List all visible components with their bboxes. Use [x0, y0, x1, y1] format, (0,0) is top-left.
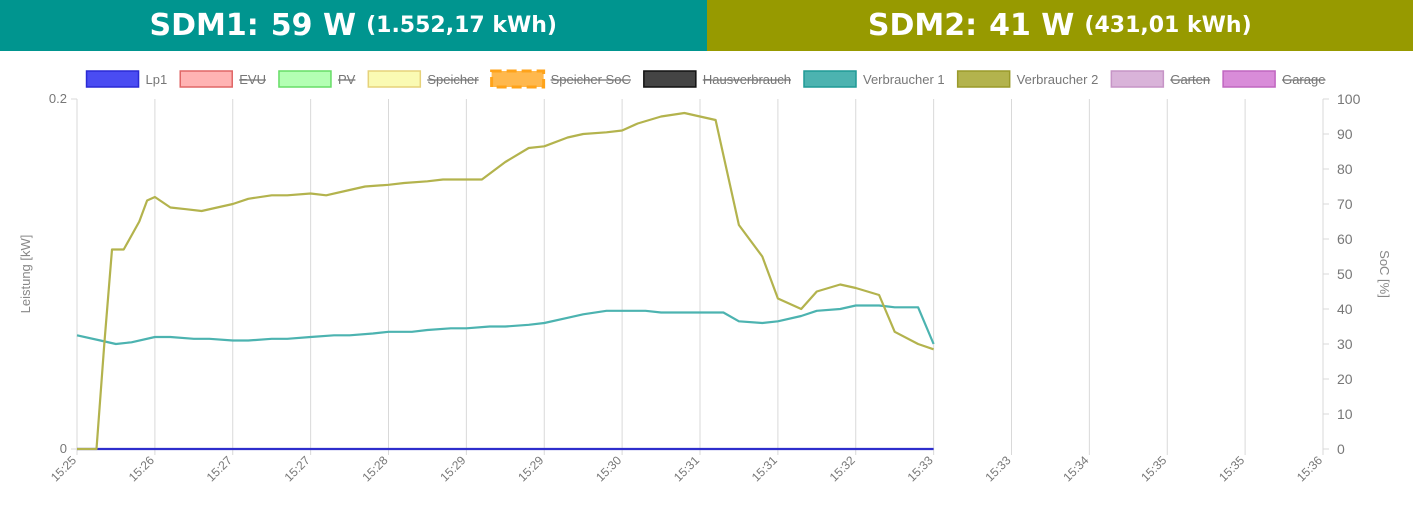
legend-swatch-garten: [1110, 70, 1165, 88]
sdm1-energy: (1.552,17 kWh): [366, 13, 557, 38]
x-tick-label: 15:27: [204, 453, 235, 484]
x-tick-label: 15:35: [1216, 453, 1247, 484]
x-tick-label: 15:31: [671, 453, 702, 484]
sdm2-power: 41 W: [989, 8, 1075, 43]
y2-tick-label: 60: [1337, 231, 1353, 247]
legend-swatch-garage: [1222, 70, 1276, 88]
y2-tick-label: 50: [1337, 266, 1353, 282]
legend-item-garage[interactable]: Garage: [1222, 70, 1326, 88]
x-tick-label: 15:29: [437, 453, 468, 484]
y2-tick-label: 80: [1337, 161, 1353, 177]
x-tick-label: 15:28: [359, 453, 390, 484]
x-tick-label: 15:32: [827, 453, 858, 484]
sdm1-name: SDM1: [149, 8, 247, 43]
series-line-verbraucher-1: [76, 304, 935, 346]
y2-tick-label: 0: [1337, 441, 1345, 457]
y2-tick-label: 90: [1337, 126, 1353, 142]
x-tick-label: 15:26: [126, 453, 157, 484]
legend: Lp1 EVU PV Speicher Speicher SoC Hausverbrauc…: [85, 69, 1326, 89]
x-tick-label: 15:31: [749, 453, 780, 484]
legend-swatch-hausverbrauch: [643, 70, 697, 88]
legend-item-lp1[interactable]: Lp1: [85, 70, 168, 88]
y2-tick-label: 10: [1337, 406, 1353, 422]
sdm1-power: 59 W: [270, 8, 357, 43]
y2-tick-label: 30: [1337, 336, 1353, 352]
y-tick-label: 0.2: [49, 91, 67, 106]
legend-swatch-evu: [179, 70, 233, 88]
legend-swatch-verbraucher-1: [803, 70, 857, 88]
legend-item-garten[interactable]: Garten: [1110, 70, 1211, 88]
x-tick-label: 15:35: [1138, 453, 1169, 484]
x-tick-label: 15:33: [905, 453, 936, 484]
header-bar: SDM1 : 59 W (1.552,17 kWh) SDM2 : 41 W (…: [0, 0, 1413, 51]
x-tick-label: 15:33: [982, 453, 1013, 484]
legend-item-verbraucher-1[interactable]: Verbraucher 1: [803, 70, 945, 88]
legend-swatch-lp1: [85, 70, 140, 88]
y-axis-label: Leistung [kW]: [18, 235, 33, 314]
x-tick-label: 15:27: [282, 453, 313, 484]
y-tick-label: 0: [60, 441, 67, 456]
series-line-verbraucher-2: [77, 111, 934, 451]
sdm1-colon: :: [246, 8, 259, 43]
x-tick-label: 15:29: [515, 453, 546, 484]
legend-label-verbraucher-1: Verbraucher 1: [863, 72, 945, 87]
legend-swatch-verbraucher-2: [956, 70, 1011, 88]
sdm2-colon: :: [965, 8, 978, 43]
legend-item-speicher-soc[interactable]: Speicher SoC: [490, 69, 631, 89]
sdm2-energy: (431,01 kWh): [1084, 13, 1252, 38]
legend-swatch-pv: [278, 70, 332, 88]
y2-tick-label: 70: [1337, 196, 1353, 212]
y2-tick-label: 20: [1337, 371, 1353, 387]
x-tick-label: 15:34: [1060, 453, 1091, 484]
grid: [71, 98, 1329, 455]
legend-item-pv[interactable]: PV: [278, 70, 356, 88]
x-tick-label: 15:30: [593, 453, 624, 484]
legend-label-lp1: Lp1: [146, 72, 168, 87]
sdm2-name: SDM2: [867, 8, 966, 43]
sdm1-summary: SDM1 : 59 W (1.552,17 kWh): [0, 0, 707, 51]
legend-item-evu[interactable]: EVU: [179, 70, 266, 88]
sdm2-summary: SDM2 : 41 W (431,01 kWh): [706, 0, 1413, 51]
legend-item-verbraucher-2[interactable]: Verbraucher 2: [956, 70, 1099, 88]
legend-label-verbraucher-2: Verbraucher 2: [1017, 72, 1099, 87]
legend-item-hausverbrauch[interactable]: Hausverbrauch: [643, 70, 791, 88]
y2-tick-label: 100: [1337, 91, 1361, 107]
x-tick-label: 15:25: [48, 453, 79, 484]
y2-tick-label: 40: [1337, 301, 1353, 317]
power-chart: 15:25 15:26 15:27 15:27 15:28 15:29 15:29 15:30…: [18, 69, 1392, 484]
x-tick-label: 15:36: [1294, 453, 1325, 484]
y2-axis-label: SoC [%]: [1377, 250, 1392, 298]
legend-swatch-speicher: [367, 70, 422, 88]
legend-item-speicher[interactable]: Speicher: [367, 70, 479, 88]
legend-swatch-speicher-soc: [490, 69, 546, 89]
